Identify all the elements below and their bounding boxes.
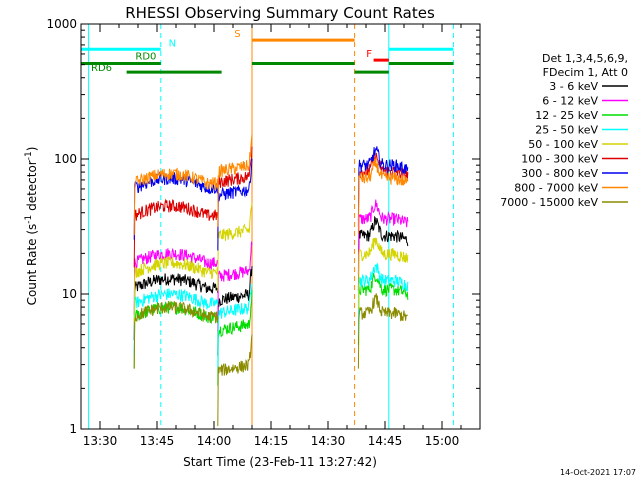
- plot-area: N RD0 RD6 S F: [81, 24, 454, 429]
- series-line-5-seg-1: [217, 146, 253, 238]
- series-line-7-seg-1: [217, 133, 253, 227]
- legend: Det 1,3,4,5,6,9, FDecim 1, Att 0 3 - 6 k…: [500, 52, 628, 209]
- series-line-1-seg-0: [133, 247, 219, 315]
- legend-label-5: 100 - 300 keV: [521, 153, 598, 166]
- legend-label-2: 12 - 25 keV: [535, 109, 598, 122]
- x-tick-label-1: 13:45: [140, 434, 175, 448]
- y-label-mid: detector: [25, 160, 39, 215]
- y-tick-label-2: 100: [54, 152, 77, 166]
- series-line-6-seg-2: [357, 146, 409, 221]
- timestamp-stamp: 14-Oct-2021 17:07: [560, 468, 636, 477]
- series-line-5-seg-0: [133, 198, 219, 268]
- x-tick-label-5: 14:45: [368, 434, 403, 448]
- series-line-4-seg-1: [217, 203, 253, 292]
- annotation-rd6: RD6: [91, 63, 112, 74]
- series-line-2-seg-2: [357, 272, 409, 345]
- y-tick-label-3: 1000: [46, 17, 77, 31]
- series-line-8-seg-2: [357, 293, 408, 369]
- legend-label-3: 25 - 50 keV: [535, 124, 598, 137]
- x-tick-label-2: 14:00: [197, 434, 232, 448]
- series-line-7-seg-0: [133, 167, 219, 236]
- legend-label-0: 3 - 6 keV: [549, 80, 598, 93]
- legend-header-2: FDecim 1, Att 0: [543, 66, 628, 79]
- series-line-2-seg-1: [217, 289, 253, 386]
- x-tick-label-6: 15:00: [425, 434, 460, 448]
- annotation-f: F: [366, 49, 372, 60]
- y-label-main: Count Rate (s: [25, 224, 39, 306]
- x-axis-ticks: 13:30 13:45 14:00 14:15 14:30 14:45 15:00: [80, 24, 481, 448]
- series-line-3-seg-2: [357, 263, 409, 336]
- chart-title: RHESSI Observing Summary Count Rates: [125, 4, 435, 22]
- x-tick-label-4: 14:30: [311, 434, 346, 448]
- series-line-3-seg-0: [133, 288, 219, 356]
- y-label-sup2: -1: [24, 151, 34, 160]
- series-line-3-seg-1: [217, 283, 253, 369]
- series-line-0-seg-2: [357, 215, 409, 292]
- y-label-end: ): [25, 147, 39, 152]
- series-line-4-seg-2: [357, 237, 409, 310]
- y-axis-ticks: 1 10 100 1000: [46, 17, 480, 436]
- legend-label-4: 50 - 100 keV: [528, 138, 598, 151]
- legend-header-1: Det 1,3,4,5,6,9,: [542, 52, 628, 65]
- series-line-4-seg-0: [133, 255, 219, 325]
- series-line-7-seg-2: [357, 158, 409, 234]
- series-line-5-seg-2: [357, 152, 409, 227]
- series-line-8-seg-0: [133, 301, 219, 369]
- series-line-6-seg-1: [217, 158, 253, 251]
- y-axis-label: Count Rate (s-1 detector-1): [24, 147, 39, 306]
- legend-label-6: 300 - 800 keV: [521, 167, 598, 180]
- y-label-sup1: -1: [24, 215, 34, 224]
- legend-label-7: 800 - 7000 keV: [514, 182, 598, 195]
- x-tick-label-3: 14:15: [254, 434, 289, 448]
- x-tick-label-0: 13:30: [83, 434, 118, 448]
- legend-label-1: 6 - 12 keV: [542, 95, 598, 108]
- annotation-rd0: RD0: [135, 52, 156, 63]
- series-line-0-seg-0: [133, 273, 219, 341]
- y-tick-label-1: 10: [62, 287, 77, 301]
- axes: [80, 23, 481, 430]
- series-line-0-seg-1: [217, 266, 253, 356]
- annotation-s: S: [234, 29, 240, 40]
- annotation-n: N: [169, 39, 176, 50]
- series-line-8-seg-1: [217, 334, 253, 427]
- y-tick-label-0: 1: [69, 422, 77, 436]
- plot-frame: [80, 23, 481, 430]
- series-line-1-seg-2: [357, 199, 409, 275]
- series-line-1-seg-1: [217, 241, 253, 332]
- x-axis-label: Start Time (23-Feb-11 13:27:42): [183, 455, 377, 469]
- legend-label-8: 7000 - 15000 keV: [500, 196, 598, 209]
